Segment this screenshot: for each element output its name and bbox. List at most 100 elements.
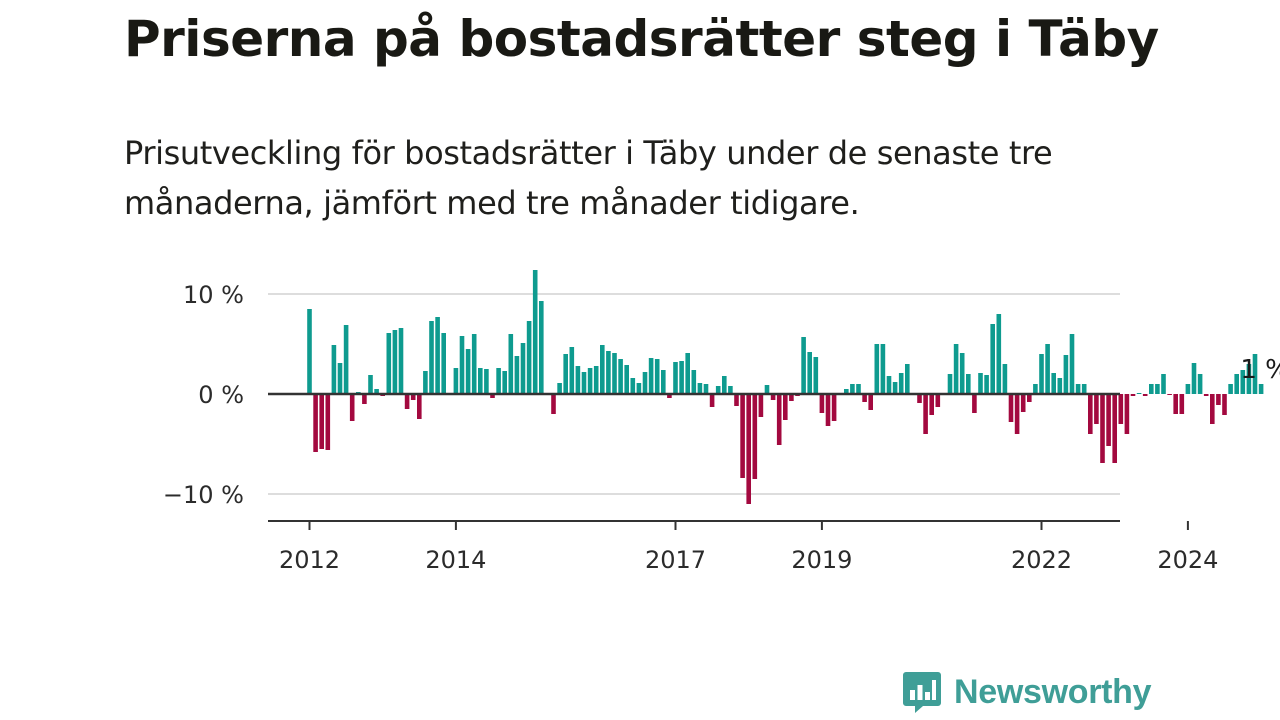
bar xyxy=(1222,394,1227,415)
bar xyxy=(996,314,1002,394)
bar xyxy=(1179,394,1185,414)
bar xyxy=(587,368,593,394)
bar xyxy=(563,354,568,394)
bar xyxy=(392,330,398,394)
bar xyxy=(880,344,886,394)
x-tick-label: 2024 xyxy=(1157,546,1218,574)
bar xyxy=(856,384,861,394)
bar xyxy=(398,328,404,394)
bar xyxy=(606,351,611,394)
bar xyxy=(514,356,520,394)
bar xyxy=(734,394,739,406)
bar xyxy=(850,384,855,394)
bar xyxy=(959,353,965,394)
bar xyxy=(709,394,715,407)
bar xyxy=(532,270,538,394)
bar xyxy=(1130,394,1136,396)
bar xyxy=(404,394,410,409)
bar xyxy=(1088,394,1093,434)
x-tick-label: 2014 xyxy=(425,546,486,574)
bar xyxy=(423,371,428,394)
bar xyxy=(429,321,434,394)
bar xyxy=(1106,394,1111,446)
bar xyxy=(746,394,751,504)
bar xyxy=(1057,378,1063,394)
bar xyxy=(1252,354,1258,394)
bar xyxy=(685,353,690,394)
bar xyxy=(984,375,989,394)
bar xyxy=(862,394,867,402)
bar xyxy=(471,334,477,394)
bar xyxy=(764,385,770,394)
bar xyxy=(1246,364,1252,394)
bar xyxy=(313,394,318,452)
last-value-label: 1 % xyxy=(1240,355,1280,385)
x-tick-label: 2019 xyxy=(791,546,852,574)
bar xyxy=(825,394,831,426)
bar xyxy=(1008,394,1014,422)
bar xyxy=(1149,384,1154,394)
bar-chart: 10 % 0 % −10 % 2012 2014 2017 2019 2022 2024 1 … xyxy=(163,270,1280,574)
bar xyxy=(844,389,849,394)
bar xyxy=(349,394,355,421)
bar xyxy=(642,372,648,394)
bar xyxy=(923,394,928,434)
newsworthy-logo-icon xyxy=(903,672,941,713)
bar xyxy=(990,324,995,394)
bar xyxy=(337,363,343,394)
bar xyxy=(697,383,703,394)
bar xyxy=(1014,394,1020,434)
bar xyxy=(966,374,971,394)
bar xyxy=(435,317,440,394)
bar xyxy=(557,383,562,394)
bar xyxy=(1112,394,1117,463)
bar xyxy=(679,361,684,394)
bar xyxy=(789,394,794,401)
bar xyxy=(917,394,922,403)
bar xyxy=(600,345,605,394)
bar xyxy=(819,394,825,413)
bar xyxy=(868,394,873,410)
bar xyxy=(752,394,758,479)
bar xyxy=(496,368,501,394)
bar xyxy=(575,366,581,394)
bar xyxy=(1094,394,1099,424)
bar xyxy=(972,394,977,413)
bar xyxy=(368,375,373,394)
bar xyxy=(929,394,934,415)
bar xyxy=(783,394,788,420)
grid-lines xyxy=(268,293,1120,495)
bar xyxy=(618,359,623,394)
bar xyxy=(386,333,392,394)
bars xyxy=(307,270,1264,504)
bar xyxy=(1258,384,1264,394)
bar xyxy=(331,345,337,394)
y-tick-label: 0 % xyxy=(198,381,244,409)
bar xyxy=(636,383,642,394)
y-axis-labels: 10 % 0 % −10 % xyxy=(163,281,244,509)
bar xyxy=(886,376,892,394)
bar xyxy=(1063,355,1069,394)
bar xyxy=(1039,354,1044,394)
bar xyxy=(319,394,324,449)
bar xyxy=(569,347,575,394)
bar xyxy=(490,394,495,398)
x-tick-label: 2017 xyxy=(645,546,706,574)
bar xyxy=(1069,334,1075,394)
bar xyxy=(722,376,727,394)
bar xyxy=(1155,384,1160,394)
bar xyxy=(1136,393,1142,394)
bar xyxy=(892,382,898,394)
bar xyxy=(1045,344,1050,394)
bar xyxy=(1051,373,1056,394)
bar xyxy=(624,365,629,394)
bar xyxy=(478,368,483,394)
bar xyxy=(417,394,422,419)
bar xyxy=(776,394,782,445)
bar xyxy=(453,368,459,394)
bar xyxy=(465,349,471,394)
bar xyxy=(539,301,544,394)
bar xyxy=(758,394,764,417)
bar xyxy=(935,394,941,407)
bar xyxy=(343,325,349,394)
